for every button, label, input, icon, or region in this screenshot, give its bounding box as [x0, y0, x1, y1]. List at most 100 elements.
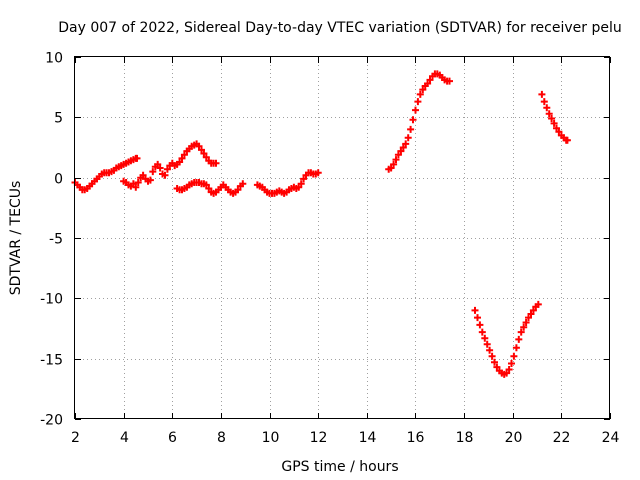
data-point — [538, 90, 546, 98]
data-point — [563, 136, 571, 144]
y-tick-label: -5 — [49, 232, 63, 248]
data-point — [520, 323, 528, 331]
x-tick-label: 16 — [407, 430, 425, 446]
data-point — [446, 77, 453, 85]
y-tick-label: -10 — [40, 292, 63, 308]
data-point — [390, 160, 398, 168]
data-point — [176, 158, 184, 166]
data-points — [71, 70, 571, 378]
data-point — [522, 319, 530, 326]
y-axis-label: SDTVAR / TECUs — [8, 181, 24, 296]
data-point — [553, 124, 560, 132]
series-pass-f — [471, 300, 542, 378]
data-point — [407, 125, 415, 133]
y-tick-label: 10 — [45, 51, 63, 67]
data-point — [483, 340, 491, 348]
data-point — [481, 334, 489, 342]
data-point — [476, 321, 484, 329]
data-point — [234, 186, 242, 194]
data-point — [205, 185, 213, 192]
series-pass-c — [173, 179, 247, 197]
data-point — [132, 183, 140, 191]
data-point — [198, 146, 205, 154]
data-point — [488, 352, 496, 360]
y-tick-label: 5 — [54, 111, 63, 127]
data-point — [314, 169, 322, 177]
data-point — [512, 344, 520, 352]
data-point — [555, 128, 563, 136]
series-pass-e — [385, 70, 453, 173]
x-axis-label: GPS time / hours — [281, 459, 398, 475]
data-point — [491, 358, 498, 366]
data-point — [404, 134, 412, 142]
x-tick-label: 2 — [71, 430, 80, 446]
grid-lines — [75, 57, 610, 419]
data-point — [387, 164, 395, 172]
data-point — [180, 151, 188, 159]
data-point — [239, 180, 247, 188]
data-point — [397, 147, 405, 155]
data-point — [394, 151, 402, 159]
data-point — [424, 80, 432, 87]
series-pass-b — [120, 140, 220, 191]
y-tick-label: 0 — [54, 172, 63, 188]
data-point — [534, 300, 542, 308]
data-point — [478, 328, 486, 336]
data-point — [414, 98, 422, 106]
data-point — [416, 90, 424, 98]
data-point — [493, 363, 501, 371]
data-point — [297, 180, 305, 188]
data-point — [508, 360, 515, 367]
data-point — [295, 183, 303, 191]
data-point — [517, 328, 525, 336]
data-point — [200, 150, 208, 157]
data-point — [545, 110, 553, 118]
data-point — [474, 314, 481, 322]
data-point — [486, 346, 494, 354]
data-point — [149, 168, 157, 176]
series-pass-d — [253, 169, 322, 197]
plot-frame — [74, 56, 610, 419]
data-point — [426, 76, 434, 84]
chart-title: Day 007 of 2022, Sidereal Day-to-day VTE… — [58, 20, 621, 36]
data-point — [540, 98, 548, 106]
data-point — [202, 181, 210, 189]
data-point — [300, 175, 308, 183]
series-pass-a — [71, 154, 141, 194]
data-point — [212, 159, 220, 167]
data-point — [505, 366, 513, 373]
x-tick-label: 14 — [359, 430, 377, 446]
data-point — [529, 306, 537, 314]
x-tick-label: 20 — [505, 430, 523, 446]
x-tick-label: 8 — [217, 430, 226, 446]
data-point — [548, 115, 556, 122]
data-point — [178, 154, 186, 162]
data-point — [133, 154, 141, 162]
data-point — [399, 144, 407, 151]
series-pass-g — [538, 90, 571, 144]
y-tick-label: -15 — [40, 353, 63, 369]
data-point — [202, 153, 210, 161]
data-point — [419, 86, 427, 94]
data-point — [543, 104, 551, 112]
data-point — [402, 140, 410, 148]
x-tick-label: 10 — [262, 430, 280, 446]
x-tick-label: 18 — [456, 430, 474, 446]
x-tick-label: 6 — [168, 430, 177, 446]
data-point — [156, 164, 164, 172]
data-point — [409, 116, 417, 124]
y-tick-label: -20 — [40, 413, 63, 429]
x-tick-label: 22 — [553, 430, 571, 446]
x-tick-label: 4 — [120, 430, 129, 446]
data-point — [412, 106, 419, 114]
data-point — [163, 165, 171, 173]
data-point — [161, 171, 169, 179]
data-point — [129, 180, 137, 188]
x-tick-label: 12 — [310, 430, 328, 446]
data-point — [139, 171, 147, 179]
data-point — [510, 352, 518, 360]
data-point — [195, 142, 203, 150]
data-point — [392, 156, 400, 164]
